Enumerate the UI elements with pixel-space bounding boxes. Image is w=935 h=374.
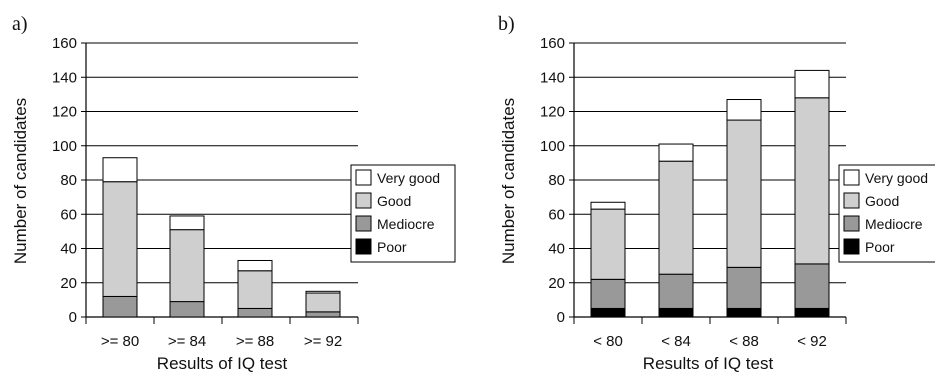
panel-b-bar-mediocre-1	[590, 278, 626, 309]
panel-a-legend-label-good: Good	[377, 193, 411, 209]
panel-b-y-tick-label: 40	[548, 241, 565, 258]
panel-a-tag: a)	[12, 13, 28, 35]
panel-b-y-tick-label: 0	[557, 309, 565, 326]
panel-a-bar-good-4	[305, 292, 341, 313]
panel-a-bar-mediocre-2	[169, 301, 205, 318]
panel-b-legend-label-very-good: Very good	[865, 170, 928, 186]
panel-a-x-tick-label: >= 92	[304, 333, 342, 350]
panel-b-bar-good-3	[726, 119, 762, 268]
panel-b-y-tick-label: 60	[548, 206, 565, 223]
panel-b-bar-very-good-4	[794, 69, 830, 99]
panel-b-legend-label-poor: Poor	[865, 239, 895, 255]
panel-b-bar-good-2	[658, 160, 694, 275]
panel-b-x-tick-label: < 92	[797, 333, 827, 350]
panel-a-legend-swatch-poor	[355, 238, 372, 255]
panel-b-tag: b)	[498, 13, 515, 35]
panel-a-bar-very-good-1	[102, 157, 138, 183]
panel-a-x-axis-label: Results of IQ test	[157, 354, 288, 373]
panel-b-x-axis-label: Results of IQ test	[643, 354, 774, 373]
panel-b-bar-poor-4	[794, 307, 830, 318]
panel-b-bar-very-good-1	[590, 201, 626, 210]
panel-b-x-tick-label: < 80	[593, 333, 623, 350]
panel-b-bar-poor-2	[658, 307, 694, 318]
panel-a-legend-swatch-good	[355, 192, 372, 209]
panel-b-legend-swatch-very-good	[843, 169, 860, 186]
panel-b-legend-swatch-poor	[843, 238, 860, 255]
panel-a-legend-swatch-very-good	[355, 169, 372, 186]
panel-b-bar-mediocre-4	[794, 263, 830, 309]
panel-a-y-tick-label: 0	[69, 309, 77, 326]
panel-a-y-tick-label: 60	[60, 206, 77, 223]
panel-a-y-tick-label: 20	[60, 275, 77, 292]
panel-a-bar-good-2	[169, 229, 205, 303]
panel-b-bar-poor-3	[726, 307, 762, 318]
panel-a-bar-very-good-3	[237, 259, 273, 272]
panel-a-legend: Very good Good Mediocre Poor	[350, 164, 456, 263]
panel-b-bar-very-good-3	[726, 99, 762, 121]
panel-b-y-tick-label: 100	[540, 138, 565, 155]
panel-b-y-tick-label: 160	[540, 35, 565, 52]
panel-b-legend-swatch-mediocre	[843, 215, 860, 232]
panel-b-bar-poor-1	[590, 307, 626, 318]
panel-a-bar-very-good-2	[169, 215, 205, 231]
panel-b-bar-very-good-2	[658, 143, 694, 162]
panel-a-y-tick-label: 40	[60, 241, 77, 258]
panel-a-bar-mediocre-4	[305, 311, 341, 318]
panel-a-legend-label-poor: Poor	[377, 239, 407, 255]
panel-b-bar-good-4	[794, 97, 830, 265]
panel-a-bar-mediocre-3	[237, 307, 273, 318]
panel-a-legend-label-very-good: Very good	[377, 170, 440, 186]
panel-b-bar-mediocre-3	[726, 266, 762, 309]
panel-b-x-tick-label: < 88	[729, 333, 759, 350]
panel-a-y-tick-label: 140	[52, 69, 77, 86]
panel-a-x-tick-label: >= 80	[101, 333, 139, 350]
panel-b-legend: Very good Good Mediocre Poor	[838, 164, 935, 263]
panel-b-legend-label-good: Good	[865, 193, 899, 209]
panel-a-x-tick-label: >= 84	[168, 333, 206, 350]
panel-a-y-tick-label: 160	[52, 35, 77, 52]
panel-b: b) Number of candidates Results of IQ te…	[498, 13, 935, 373]
panel-a-x-tick-label: >= 88	[236, 333, 274, 350]
panel-b-y-tick-label: 120	[540, 104, 565, 121]
panel-a-legend-swatch-mediocre	[355, 215, 372, 232]
panel-b-legend-swatch-good	[843, 192, 860, 209]
panel-a: a) Number of candidates Results of IQ te…	[11, 13, 456, 373]
panel-b-legend-label-mediocre: Mediocre	[865, 216, 923, 232]
panel-a-legend-label-mediocre: Mediocre	[377, 216, 435, 232]
panel-a-bar-good-3	[237, 270, 273, 309]
panel-b-bar-mediocre-2	[658, 273, 694, 309]
panel-b-y-tick-label: 80	[548, 172, 565, 189]
panel-a-bar-mediocre-1	[102, 295, 138, 318]
panel-b-y-axis-label: Number of candidates	[499, 98, 518, 264]
panel-a-y-tick-label: 120	[52, 104, 77, 121]
panel-b-bar-good-1	[590, 208, 626, 280]
panel-a-y-tick-label: 100	[52, 138, 77, 155]
panel-a-bar-good-1	[102, 181, 138, 297]
panel-b-y-tick-label: 140	[540, 69, 565, 86]
panel-a-y-tick-label: 80	[60, 172, 77, 189]
panel-a-y-axis-label: Number of candidates	[11, 98, 30, 264]
panel-b-x-tick-label: < 84	[661, 333, 691, 350]
panel-a-bar-very-good-4	[305, 290, 341, 294]
panel-b-y-tick-label: 20	[548, 275, 565, 292]
